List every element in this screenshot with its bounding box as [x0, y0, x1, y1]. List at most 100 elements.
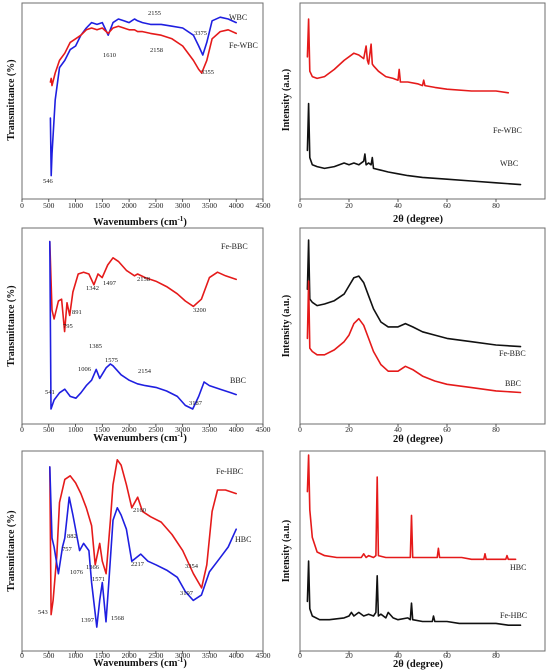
- peak-label: 543: [38, 609, 48, 616]
- ftir-bbc-xticks: 0 500 1000 1500 2000 2500 3000 3500 4000 4500: [20, 424, 271, 434]
- x-tick-label: 2000: [122, 651, 137, 660]
- peak-label: 2158: [137, 276, 150, 283]
- peak-label: 757: [62, 546, 73, 553]
- series-line-fe-bbc: [49, 240, 237, 333]
- x-tick-label: 1000: [68, 201, 83, 210]
- peak-label: 795: [63, 323, 73, 330]
- x-tick-label: 3500: [202, 425, 217, 434]
- x-tick-label: 4000: [229, 651, 244, 660]
- ftir-bbc-lines: [49, 240, 237, 410]
- peak-label: 3375: [194, 30, 207, 37]
- ftir-bbc-frame: [21, 227, 264, 425]
- xrd-hbc-ylabel: Intensity (a.u.): [281, 520, 292, 583]
- series-line-fe-hbc: [306, 560, 522, 626]
- x-tick-label: 0: [20, 651, 24, 660]
- peak-label: 1385: [89, 343, 102, 350]
- ftir-hbc-legend-hbc: HBC: [235, 535, 251, 544]
- x-tick-label: 4500: [256, 201, 271, 210]
- x-tick-label: 3000: [175, 201, 190, 210]
- x-tick-label: 60: [443, 425, 451, 434]
- peak-label: 3355: [201, 69, 214, 76]
- x-tick-label: 1000: [68, 425, 83, 434]
- ftir-wbc-lines: [49, 16, 237, 177]
- x-tick-label: 4000: [229, 201, 244, 210]
- peak-label: 1571: [92, 576, 105, 583]
- peak-label: 2154: [138, 368, 152, 375]
- panel-xrd-wbc: 0 20 40 60 80 Intensity (a.u.) 2θ (degree) F…: [281, 2, 546, 225]
- xrd-wbc-ylabel: Intensity (a.u.): [281, 69, 292, 132]
- peak-label: 3187: [189, 400, 203, 407]
- x-tick-label: 80: [492, 201, 500, 210]
- ftir-wbc-legend-wbc: WBC: [229, 13, 247, 22]
- xrd-hbc-xticks: 0 20 40 60 80: [298, 651, 500, 660]
- x-tick-label: 20: [345, 651, 353, 660]
- ftir-bbc-xlabel: Wavenumbers (cm-1): [93, 431, 187, 444]
- peak-label: 3197: [180, 590, 194, 597]
- panel-ftir-wbc: 0 500 1000 1500 2000 2500 3000 3500 4000 4500 Tra…: [6, 2, 271, 228]
- ftir-wbc-ylabel: Transmittance (%): [6, 59, 17, 140]
- peak-label: 1397: [81, 617, 95, 624]
- series-line-bbc: [49, 240, 237, 410]
- panel-ftir-bbc: 0 500 1000 1500 2000 2500 3000 3500 4000 4500 Tra…: [6, 227, 271, 444]
- peak-label: 546: [43, 178, 54, 185]
- x-tick-label: 1500: [95, 201, 110, 210]
- x-tick-label: 2500: [148, 201, 163, 210]
- x-tick-label: 1000: [68, 651, 83, 660]
- ftir-wbc-xticks: 0 500 1000 1500 2000 2500 3000 3500 4000 4500: [20, 199, 271, 210]
- x-tick-label: 20: [345, 425, 353, 434]
- peak-label: 891: [72, 309, 82, 316]
- xrd-bbc-frame: [299, 227, 546, 425]
- peak-label: 541: [45, 389, 55, 396]
- ftir-bbc-ylabel: Transmittance (%): [6, 285, 17, 366]
- peak-label: 2160: [133, 507, 146, 514]
- series-line-fe-bbc: [306, 239, 522, 348]
- x-tick-label: 3500: [202, 651, 217, 660]
- x-tick-label: 4500: [256, 651, 271, 660]
- series-line-hbc: [49, 466, 237, 628]
- peak-label: 1568: [111, 615, 124, 622]
- x-tick-label: 500: [43, 201, 55, 210]
- series-line-fe-wbc: [49, 25, 237, 87]
- ftir-wbc-legend-fe-wbc: Fe-WBC: [229, 41, 258, 50]
- x-tick-label: 1500: [95, 651, 110, 660]
- ftir-hbc-xlabel: Wavenumbers (cm-1): [93, 656, 187, 669]
- peak-label: 1497: [103, 280, 117, 287]
- peak-label: 1006: [78, 366, 92, 373]
- peak-label: 2158: [150, 47, 163, 54]
- xrd-hbc-legend-hbc: HBC: [510, 563, 526, 572]
- xrd-wbc-xlabel: 2θ (degree): [393, 214, 443, 225]
- x-tick-label: 0: [20, 425, 24, 434]
- series-line-fe-hbc: [49, 459, 237, 616]
- ftir-hbc-ylabel: Transmittance (%): [6, 510, 17, 591]
- xrd-bbc-xticks: 0 20 40 60 80: [298, 424, 500, 434]
- series-line-bbc: [306, 280, 522, 394]
- xrd-hbc-xlabel: 2θ (degree): [393, 659, 443, 670]
- x-tick-label: 4000: [229, 425, 244, 434]
- x-tick-label: 2000: [122, 201, 137, 210]
- x-tick-label: 0: [20, 201, 24, 210]
- xrd-hbc-lines: [306, 454, 522, 626]
- x-tick-label: 40: [394, 651, 402, 660]
- panel-ftir-hbc: 0 500 1000 1500 2000 2500 3000 3500 4000 4500 Tra…: [6, 450, 271, 669]
- x-tick-label: 3000: [175, 425, 190, 434]
- xrd-bbc-legend-bbc: BBC: [505, 379, 521, 388]
- xrd-wbc-legend-wbc: WBC: [500, 159, 518, 168]
- ftir-bbc-legend-fe-bbc: Fe-BBC: [221, 242, 248, 251]
- peak-label: 882: [67, 533, 77, 540]
- x-tick-label: 20: [345, 201, 353, 210]
- x-tick-label: 0: [298, 425, 302, 434]
- x-tick-label: 0: [298, 651, 302, 660]
- series-line-hbc: [306, 454, 517, 561]
- peak-label: 3354: [185, 563, 199, 570]
- ftir-hbc-xticks: 0 500 1000 1500 2000 2500 3000 3500 4000 4500: [20, 651, 271, 660]
- x-tick-label: 0: [298, 201, 302, 210]
- ftir-wbc-xlabel: Wavenumbers (cm-1): [93, 215, 187, 228]
- peak-label: 1575: [105, 357, 118, 364]
- x-tick-label: 80: [492, 651, 500, 660]
- xrd-bbc-legend-fe-bbc: Fe-BBC: [499, 349, 526, 358]
- xrd-wbc-legend-fe-wbc: Fe-WBC: [493, 126, 522, 135]
- xrd-bbc-lines: [306, 239, 522, 394]
- x-tick-label: 500: [43, 425, 55, 434]
- ftir-wbc-frame: [21, 2, 264, 200]
